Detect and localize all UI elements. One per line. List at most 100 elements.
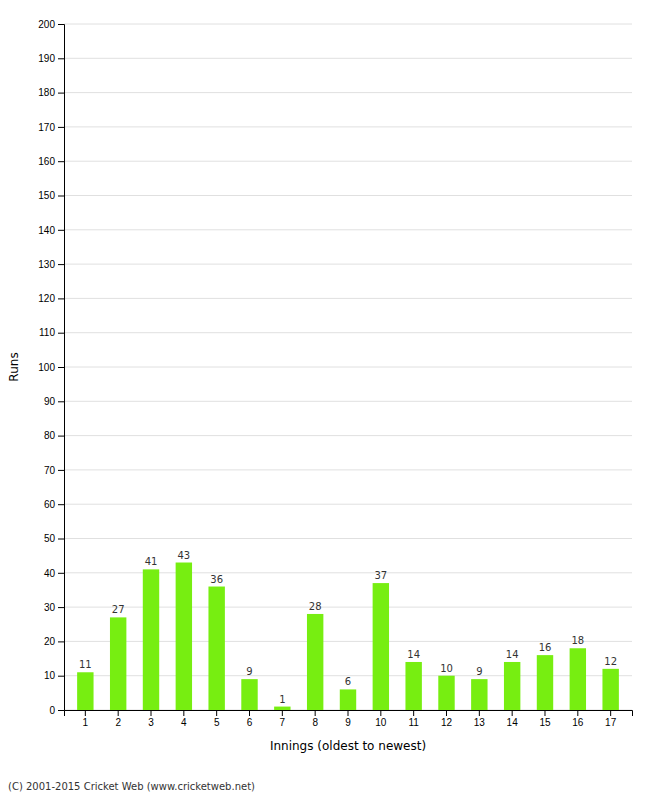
tick-label: 6: [247, 717, 253, 728]
bar: [77, 672, 93, 710]
tick-label: 40: [44, 568, 56, 579]
grid-line: [64, 332, 632, 333]
tick-label: 10: [375, 717, 387, 728]
tick-mark: [282, 710, 283, 716]
tick-mark: [58, 161, 64, 162]
tick-label: 190: [38, 53, 55, 64]
tick-label: 150: [38, 190, 55, 201]
tick: 17: [605, 710, 617, 728]
tick: 110: [39, 327, 64, 338]
tick: 150: [38, 190, 64, 201]
grid-line: [64, 229, 632, 230]
tick: 100: [38, 362, 64, 373]
tick: 12: [441, 710, 453, 728]
tick-mark: [58, 573, 64, 574]
grid-line: [64, 264, 632, 265]
tick: 13: [474, 710, 486, 728]
tick-label: 4: [181, 717, 187, 728]
tick-label: 15: [539, 717, 551, 728]
chart: 1127414336912863714109141618121234567891…: [0, 0, 650, 800]
tick-mark: [413, 710, 414, 716]
data-label: 12: [604, 656, 617, 667]
tick: 1: [83, 710, 89, 728]
tick-label: 120: [38, 293, 55, 304]
data-label: 6: [345, 676, 351, 687]
tick: 90: [44, 396, 64, 407]
tick: 0: [49, 705, 64, 716]
data-label: 10: [440, 663, 453, 674]
data-label: 27: [112, 604, 125, 615]
y-axis-title: Runs: [7, 352, 21, 381]
tick-label: 1: [83, 717, 89, 728]
grid-line: [64, 24, 632, 25]
data-label: 43: [177, 550, 190, 561]
tick-label: 9: [345, 717, 351, 728]
data-label: 14: [407, 649, 420, 660]
bar: [438, 676, 454, 710]
tick: 130: [38, 259, 64, 270]
tick: 3: [148, 710, 154, 728]
tick-label: 16: [572, 717, 584, 728]
tick: 170: [38, 122, 64, 133]
tick-mark: [58, 539, 64, 540]
bar: [537, 655, 553, 710]
grid-line: [64, 298, 632, 299]
grid: [64, 24, 632, 710]
tick-mark: [58, 641, 64, 642]
bar: [373, 583, 389, 710]
data-label: 9: [476, 666, 482, 677]
tick-mark: [58, 127, 64, 128]
tick-mark: [58, 196, 64, 197]
tick-mark: [85, 710, 86, 716]
tick: 120: [38, 293, 64, 304]
tick: 16: [572, 710, 584, 728]
axis-line: [65, 711, 633, 717]
grid-line: [64, 161, 632, 162]
data-labels: 112741433691286371410914161812: [79, 550, 617, 705]
tick: 80: [44, 430, 64, 441]
tick-label: 80: [44, 430, 56, 441]
tick-mark: [249, 710, 250, 716]
tick: 8: [312, 710, 318, 728]
bar: [241, 679, 257, 710]
tick-label: 200: [38, 19, 55, 30]
tick-mark: [577, 710, 578, 716]
tick-label: 110: [39, 327, 55, 338]
tick: 40: [44, 568, 64, 579]
tick-mark: [58, 607, 64, 608]
tick-label: 3: [148, 717, 154, 728]
bar: [143, 569, 159, 710]
tick-mark: [58, 401, 64, 402]
tick-label: 17: [605, 717, 617, 728]
tick-label: 30: [44, 602, 56, 613]
data-label: 16: [539, 642, 552, 653]
tick: 14: [507, 710, 519, 728]
grid-line: [64, 195, 632, 196]
grid-line: [64, 92, 632, 93]
tick: 2: [115, 710, 121, 728]
tick-mark: [216, 710, 217, 716]
y-axis: 0102030405060708090100110120130140150160…: [38, 19, 64, 716]
tick-label: 170: [38, 122, 55, 133]
tick: 6: [247, 710, 253, 728]
tick-mark: [446, 710, 447, 716]
tick: 7: [280, 710, 286, 728]
tick-mark: [512, 710, 513, 716]
tick-mark: [58, 264, 64, 265]
tick-label: 100: [38, 362, 55, 373]
bar: [340, 689, 356, 710]
tick: 70: [44, 465, 64, 476]
tick-label: 11: [408, 717, 419, 728]
tick-mark: [315, 710, 316, 716]
tick-label: 8: [312, 717, 318, 728]
tick-mark: [348, 710, 349, 716]
tick: 15: [539, 710, 551, 728]
tick-label: 14: [507, 717, 519, 728]
tick: 50: [44, 533, 64, 544]
tick-label: 7: [280, 717, 286, 728]
x-axis-title: Innings (oldest to newest): [270, 739, 426, 753]
plot: 1127414336912863714109141618121234567891…: [38, 19, 632, 728]
data-label: 9: [246, 666, 252, 677]
tick-mark: [58, 93, 64, 94]
bar: [471, 679, 487, 710]
